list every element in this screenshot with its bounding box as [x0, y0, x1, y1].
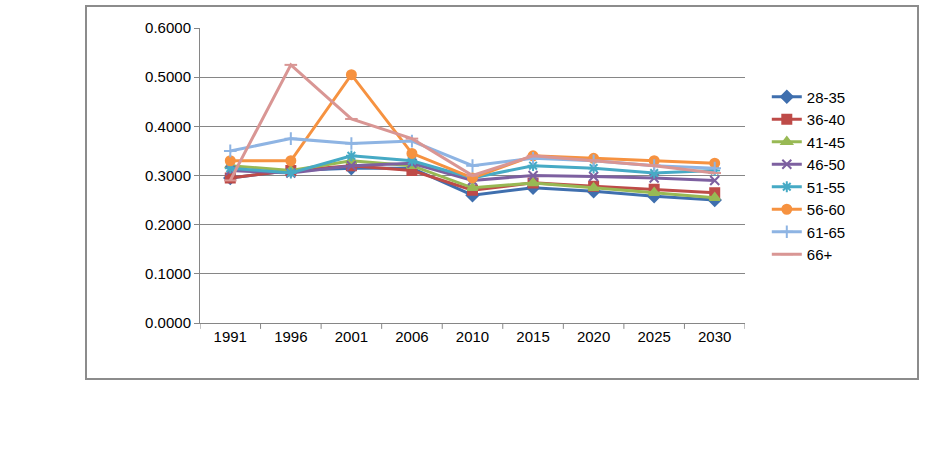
- svg-text:51-55: 51-55: [807, 179, 845, 196]
- svg-text:0.4000: 0.4000: [145, 118, 191, 135]
- svg-text:0.6000: 0.6000: [145, 19, 191, 36]
- svg-text:28-35: 28-35: [807, 89, 845, 106]
- svg-text:2006: 2006: [395, 328, 428, 345]
- svg-text:1996: 1996: [274, 328, 307, 345]
- svg-text:0.1000: 0.1000: [145, 265, 191, 282]
- svg-text:2010: 2010: [456, 328, 489, 345]
- svg-text:2001: 2001: [335, 328, 368, 345]
- svg-text:41-45: 41-45: [807, 134, 845, 151]
- svg-text:36-40: 36-40: [807, 111, 845, 128]
- svg-text:61-65: 61-65: [807, 224, 845, 241]
- svg-text:1991: 1991: [214, 328, 247, 345]
- svg-text:2025: 2025: [637, 328, 670, 345]
- svg-text:0.5000: 0.5000: [145, 68, 191, 85]
- svg-text:46-50: 46-50: [807, 156, 845, 173]
- svg-text:2020: 2020: [577, 328, 610, 345]
- svg-text:0.3000: 0.3000: [145, 167, 191, 184]
- svg-text:66+: 66+: [807, 246, 833, 263]
- svg-text:2030: 2030: [698, 328, 731, 345]
- svg-text:0.0000: 0.0000: [145, 314, 191, 331]
- svg-text:56-60: 56-60: [807, 201, 845, 218]
- svg-text:0.2000: 0.2000: [145, 216, 191, 233]
- svg-text:2015: 2015: [516, 328, 549, 345]
